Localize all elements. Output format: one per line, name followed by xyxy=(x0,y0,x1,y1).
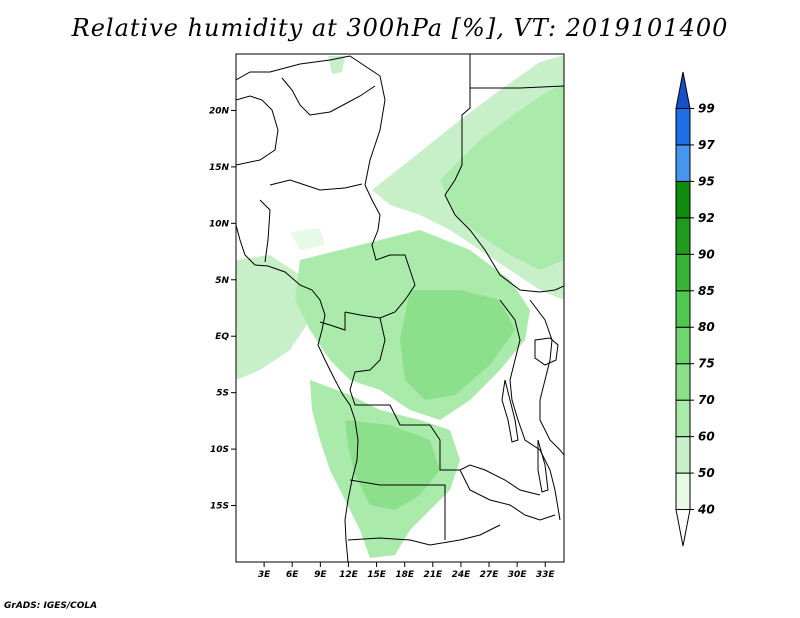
humidity-area-ne-core xyxy=(440,85,564,270)
lat-tick-label: 5N xyxy=(215,276,229,286)
border-central-4 xyxy=(319,312,346,331)
colorbar-swatch xyxy=(675,180,691,219)
lon-tick-label: 33E xyxy=(536,570,556,580)
border-north-1 xyxy=(236,55,351,81)
humidity-area-central-core xyxy=(400,290,515,400)
lat-tick-label: 15N xyxy=(209,163,230,173)
colorbar-swatch xyxy=(675,363,691,401)
border-central-3 xyxy=(259,199,271,263)
lon-tick-label: 15E xyxy=(367,570,387,580)
lon-tick-label: 27E xyxy=(480,570,500,580)
border-north-3 xyxy=(281,77,376,116)
humidity-area-west-speck xyxy=(290,228,325,250)
colorbar: 40 50 60 70 75 80 85 90 92 95 97 99 xyxy=(675,71,715,547)
colorbar-swatch xyxy=(675,399,691,438)
map-frame xyxy=(235,53,565,563)
colorbar-label: 97 xyxy=(698,138,715,152)
border-east-2 xyxy=(529,299,564,456)
lon-tick-label: 6E xyxy=(286,570,299,580)
lat-tick-label: 10S xyxy=(210,445,229,455)
border-south-2 xyxy=(347,524,501,546)
lake-tanganyika xyxy=(501,379,519,443)
lon-tick-label: 3E xyxy=(258,570,271,580)
lon-tick-label: 18E xyxy=(395,570,415,580)
colorbar-upper-triangle xyxy=(675,71,691,109)
lat-tick-label: 5S xyxy=(216,389,229,399)
colorbar-swatch xyxy=(675,144,691,182)
colorbar-label: 92 xyxy=(698,211,715,225)
colorbar-label: 60 xyxy=(698,430,715,444)
colorbar-swatch xyxy=(675,253,691,292)
colorbar-label: 90 xyxy=(698,247,715,261)
colorbar-swatch xyxy=(675,290,691,328)
lon-tick-label: 9E xyxy=(314,570,327,580)
colorbar-label: 50 xyxy=(698,466,715,480)
longitude-axis: 3E 6E 9E 12E 15E 18E 21E 24E 27E 30E 33E xyxy=(258,562,556,580)
border-ne xyxy=(470,85,564,89)
border-central-2 xyxy=(269,179,363,191)
credit-text: GrADS: IGES/COLA xyxy=(4,601,98,611)
colorbar-label: 99 xyxy=(698,101,715,115)
latitude-axis: 20N 15N 10N 5N EQ 5S 10S 15S xyxy=(209,106,236,512)
colorbar-swatch xyxy=(675,107,691,146)
colorbar-label: 75 xyxy=(698,357,715,371)
lake-victoria xyxy=(534,337,559,366)
border-east-vertical xyxy=(444,54,564,293)
colorbar-label: 80 xyxy=(698,320,715,334)
colorbar-lower-triangle xyxy=(675,509,691,547)
colorbar-label: 85 xyxy=(698,284,715,298)
colorbar-swatch xyxy=(675,472,691,511)
colorbar-label: 70 xyxy=(698,393,715,407)
humidity-field xyxy=(236,55,564,558)
border-east-lakes xyxy=(499,299,561,521)
colorbar-swatch xyxy=(675,326,691,365)
colorbar-label: 95 xyxy=(698,174,715,188)
country-borders xyxy=(236,54,564,562)
lon-tick-label: 12E xyxy=(339,570,359,580)
lat-tick-label: EQ xyxy=(215,332,229,342)
humidity-area-south-core xyxy=(345,420,440,510)
lake-malawi xyxy=(537,439,549,493)
lat-tick-label: 20N xyxy=(209,106,230,116)
border-congo xyxy=(349,317,541,496)
border-north-2 xyxy=(349,55,386,186)
border-central-1 xyxy=(344,184,416,319)
chart-title: Relative humidity at 300hPa [%], VT: 201… xyxy=(71,14,729,42)
border-sahel xyxy=(236,95,279,166)
coastline-west-africa xyxy=(236,224,359,562)
lat-tick-label: 15S xyxy=(210,502,229,512)
lon-tick-label: 24E xyxy=(452,570,472,580)
lat-tick-label: 10N xyxy=(209,219,230,229)
border-south-east xyxy=(459,469,556,521)
border-south-1 xyxy=(349,479,446,540)
colorbar-swatch xyxy=(675,436,691,474)
lon-tick-label: 30E xyxy=(508,570,528,580)
colorbar-label: 40 xyxy=(697,503,715,517)
humidity-area-north-speck xyxy=(328,56,345,74)
lon-tick-label: 21E xyxy=(423,570,443,580)
colorbar-swatch xyxy=(675,217,691,255)
